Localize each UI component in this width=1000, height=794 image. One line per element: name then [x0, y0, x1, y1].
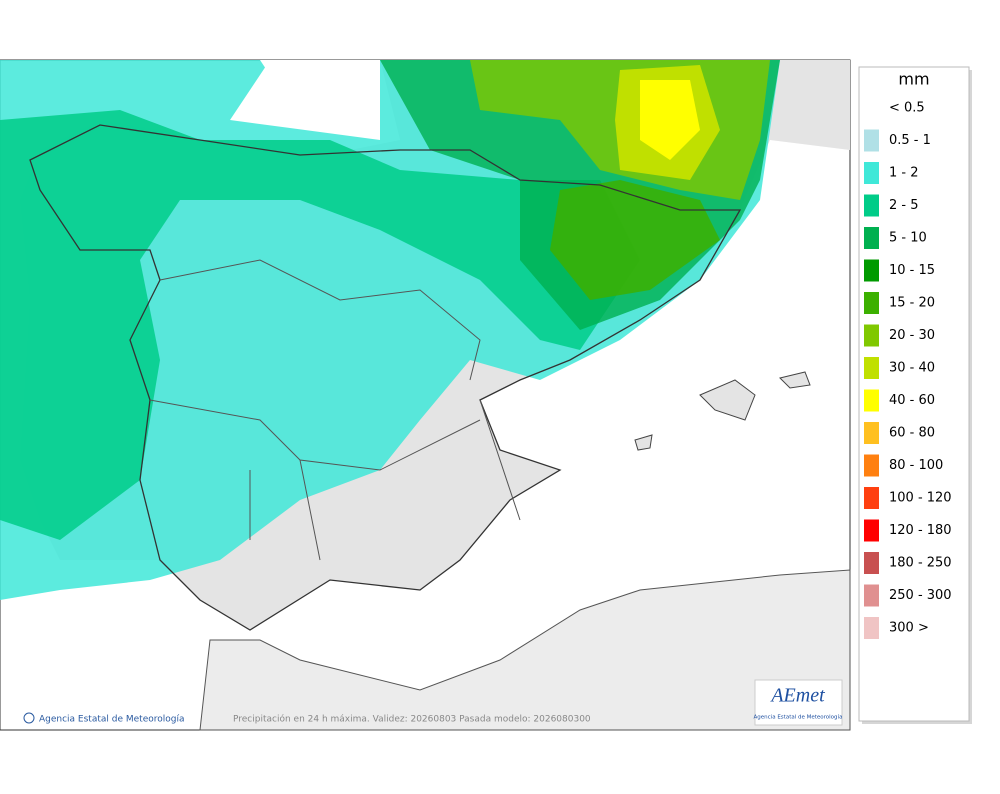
- credit: Agencia Estatal de Meteorología: [39, 715, 185, 725]
- island: [634, 434, 653, 451]
- legend-swatch: [864, 487, 879, 509]
- no-precip: [260, 60, 380, 110]
- legend-swatch: [864, 552, 879, 574]
- logo-box: [754, 679, 843, 726]
- legend-label: 1 - 2: [889, 166, 919, 181]
- map: Agencia Estatal de Meteorología Precipit…: [0, 59, 851, 731]
- legend-swatch: [864, 292, 879, 314]
- legend-label: 10 - 15: [889, 263, 935, 278]
- legend-label: 80 - 100: [889, 458, 943, 473]
- legend-label: 100 - 120: [889, 491, 952, 506]
- precip-area: [550, 180, 720, 300]
- legend-label: 2 - 5: [889, 198, 919, 213]
- legend-swatch: [864, 227, 879, 249]
- legend-label: 180 - 250: [889, 556, 952, 571]
- legend-label: 30 - 40: [889, 361, 935, 376]
- legend-title: mm: [898, 70, 929, 89]
- legend-swatch: [864, 129, 879, 152]
- legend-swatch: [864, 259, 879, 282]
- legend-swatch: [864, 389, 879, 412]
- africa: [199, 569, 851, 731]
- legend-swatch: [864, 519, 879, 542]
- legend-swatch: [864, 454, 879, 477]
- caption: Precipitación en 24 h máxima. Validez: 2…: [233, 714, 591, 725]
- legend-swatch: [864, 422, 879, 444]
- legend-label: 5 - 10: [889, 231, 927, 246]
- precip-area: [0, 110, 640, 540]
- logo: AEmet: [769, 685, 825, 707]
- precip-area: [640, 80, 700, 160]
- legend-label: 40 - 60: [889, 393, 935, 408]
- legend-label: 0.5 - 1: [889, 133, 931, 148]
- legend-swatch: [864, 162, 879, 184]
- legend-label: < 0.5: [889, 101, 925, 116]
- legend-swatch: [864, 357, 879, 379]
- border: [29, 124, 742, 631]
- copyright-icon: [23, 712, 35, 724]
- legend-label: 300 >: [889, 621, 929, 636]
- legend-swatch: [864, 584, 879, 607]
- legend-label: 60 - 80: [889, 426, 935, 441]
- legend-swatch: [864, 194, 879, 217]
- legend-label: 120 - 180: [889, 523, 952, 538]
- legend: mm < 0.5 0.5 - 1 1 - 2 2 - 5 5 - 10 10 - 15 15…: [858, 66, 972, 724]
- legend-swatch: [864, 324, 879, 347]
- legend-label: 15 - 20: [889, 296, 935, 311]
- region-border: [149, 259, 521, 561]
- island: [779, 371, 811, 389]
- logo-subtitle: Agencia Estatal de Meteorología: [754, 714, 843, 721]
- legend-label: 20 - 30: [889, 328, 935, 343]
- legend-swatch: [864, 617, 879, 639]
- legend-label: 250 - 300: [889, 588, 952, 603]
- island: [699, 379, 756, 421]
